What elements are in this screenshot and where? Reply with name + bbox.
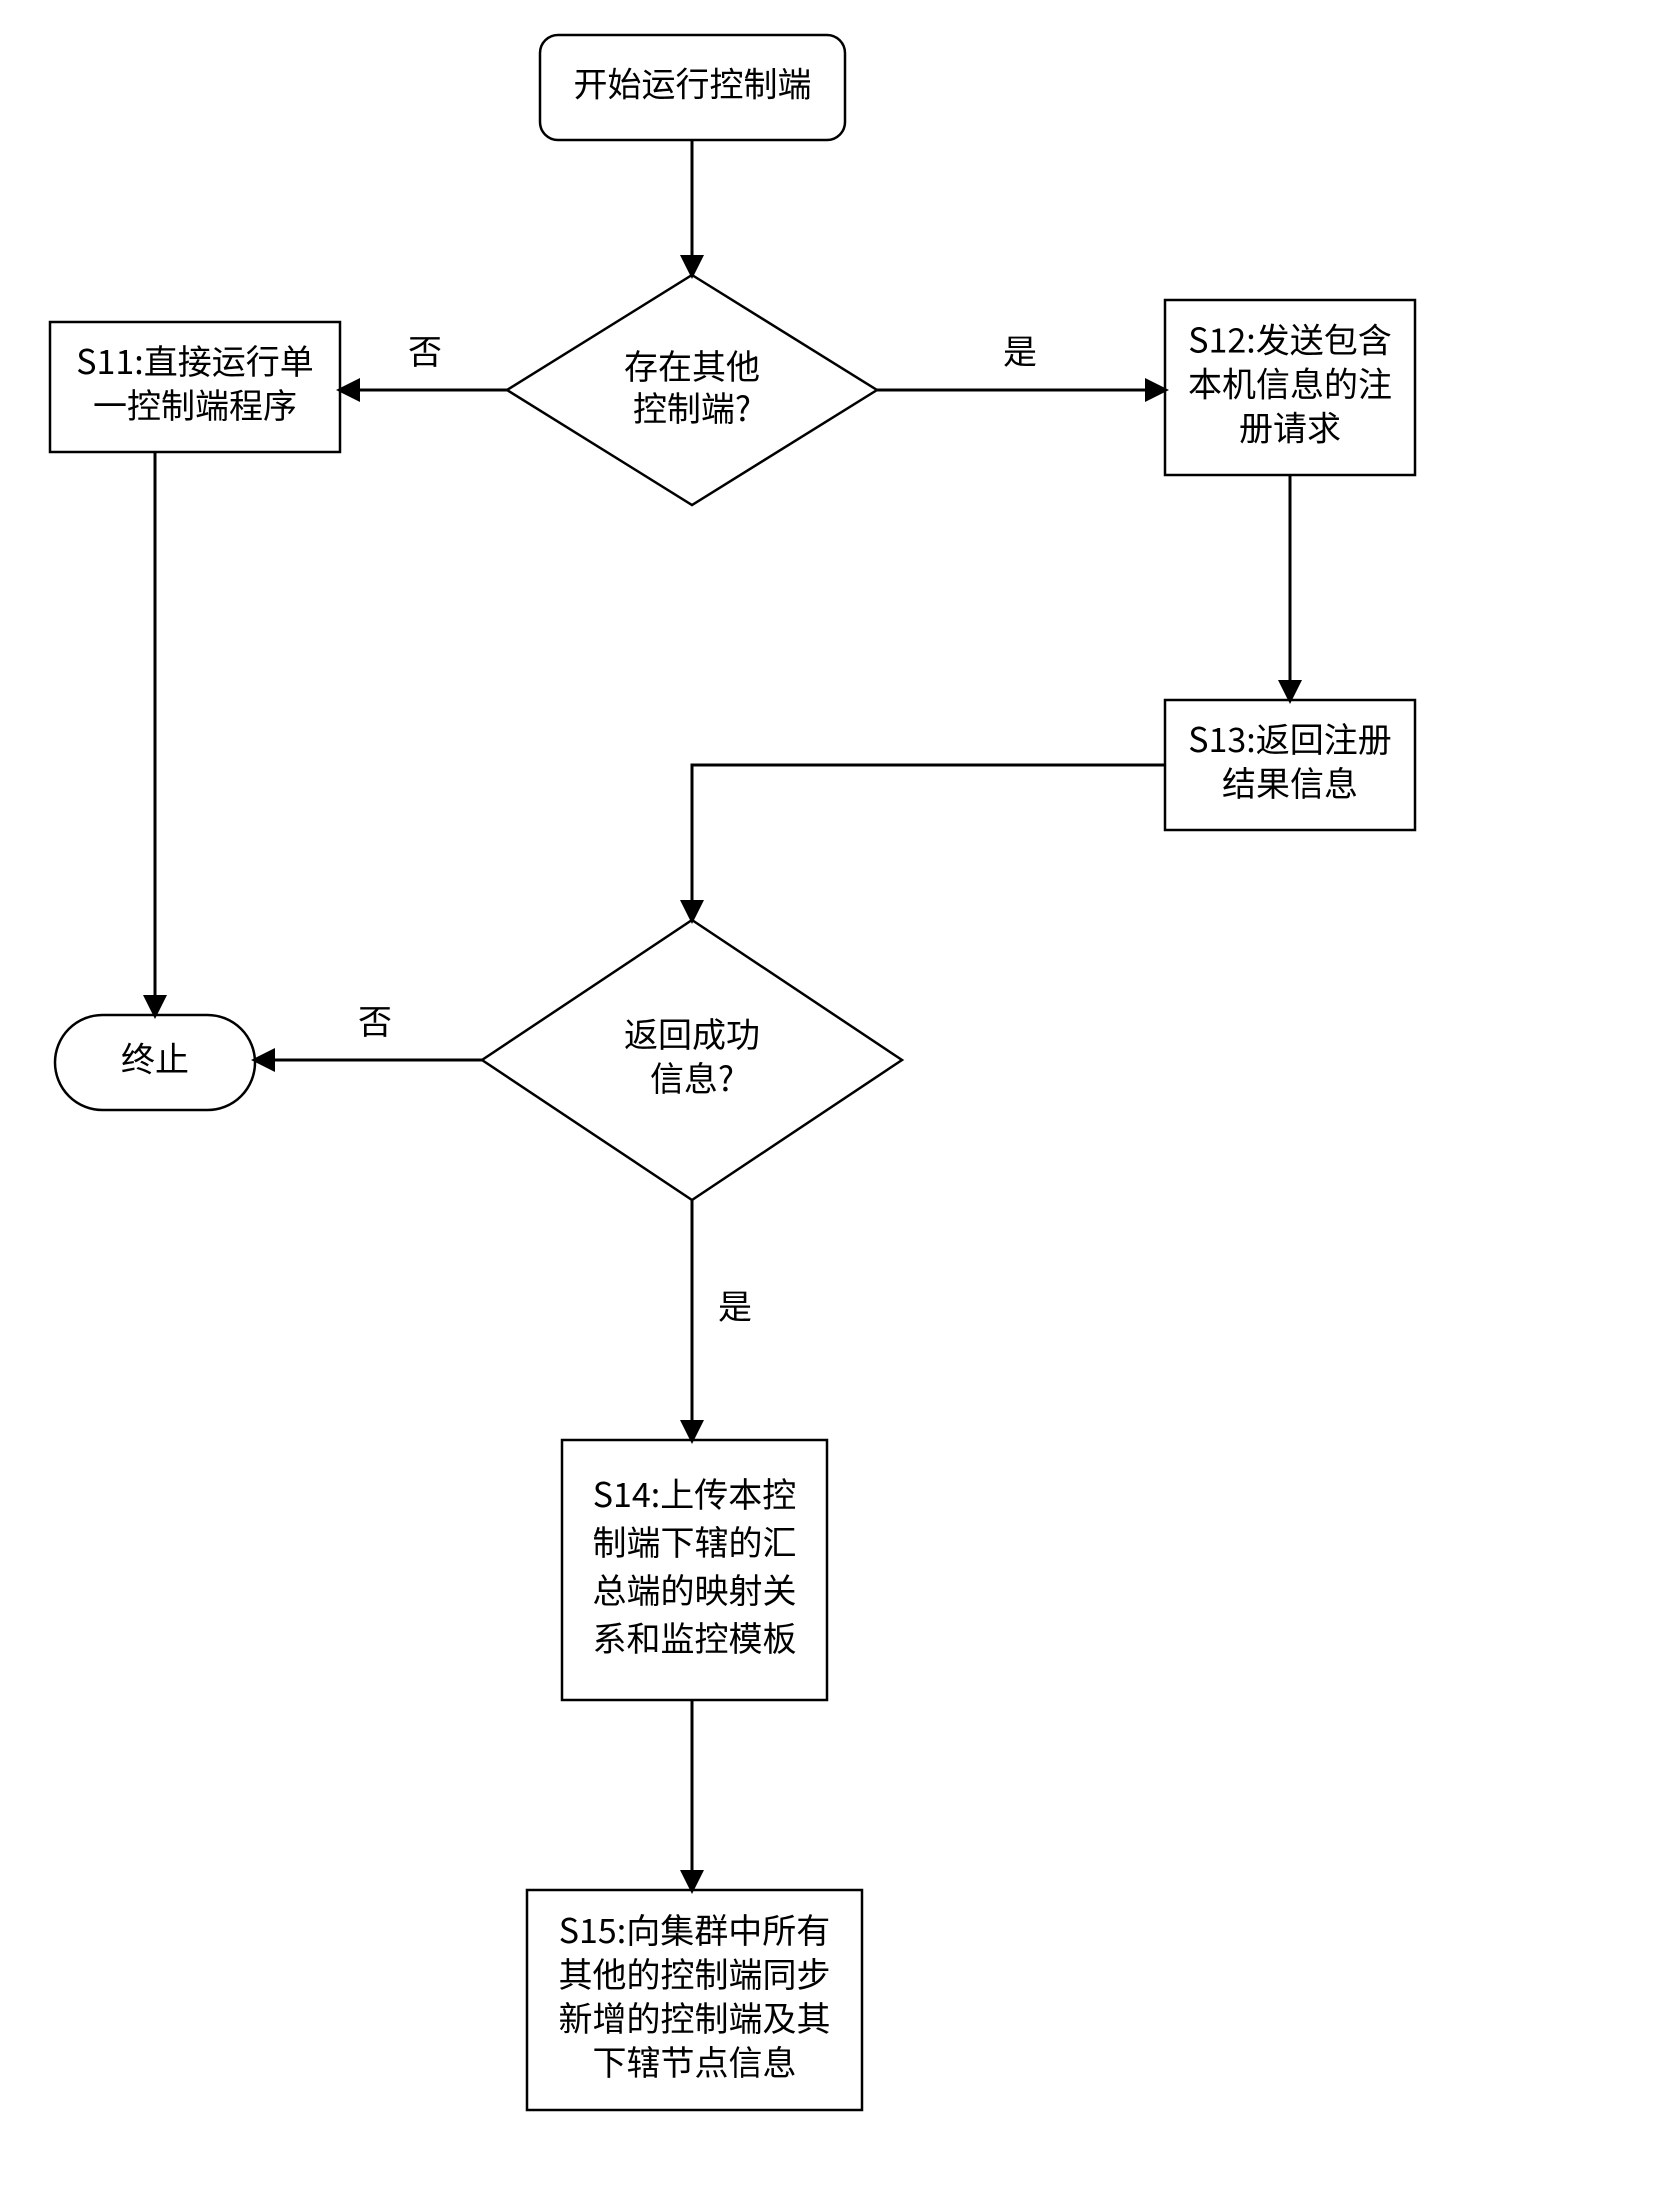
- s14-label-0: S14:上传本控: [593, 1468, 796, 1517]
- s12-label-0: S12:发送包含: [1188, 314, 1391, 363]
- d2-label-0: 返回成功: [624, 1008, 760, 1057]
- end-label: 终止: [121, 1033, 189, 1082]
- s14-label-2: 总端的映射关: [593, 1564, 797, 1613]
- s12-label-1: 本机信息的注: [1188, 358, 1392, 407]
- s11-label-1: 一控制端程序: [93, 379, 297, 428]
- s14-label-3: 系和监控模板: [593, 1612, 797, 1661]
- s15-label-3: 下辖节点信息: [593, 2036, 797, 2085]
- s13-label-0: S13:返回注册: [1188, 713, 1391, 762]
- d1-label-1: 控制端?: [633, 382, 751, 431]
- s13-label-1: 结果信息: [1222, 757, 1358, 806]
- s15-label-2: 新增的控制端及其: [559, 1992, 831, 2041]
- d2-label-1: 信息?: [650, 1052, 734, 1101]
- s15-label-0: S15:向集群中所有: [559, 1904, 830, 1953]
- s11-label-0: S11:直接运行单: [76, 335, 313, 384]
- edge-s13-d2: [692, 765, 1165, 920]
- s12-label-2: 册请求: [1239, 402, 1341, 451]
- edge-label-6: 否: [358, 995, 392, 1044]
- edge-label-7: 是: [718, 1280, 752, 1329]
- start-label: 开始运行控制端: [574, 58, 812, 107]
- edge-label-1: 否: [408, 325, 442, 374]
- s15-label-1: 其他的控制端同步: [559, 1948, 831, 1997]
- s14-label-1: 制端下辖的汇: [593, 1516, 797, 1565]
- edge-label-2: 是: [1003, 325, 1037, 374]
